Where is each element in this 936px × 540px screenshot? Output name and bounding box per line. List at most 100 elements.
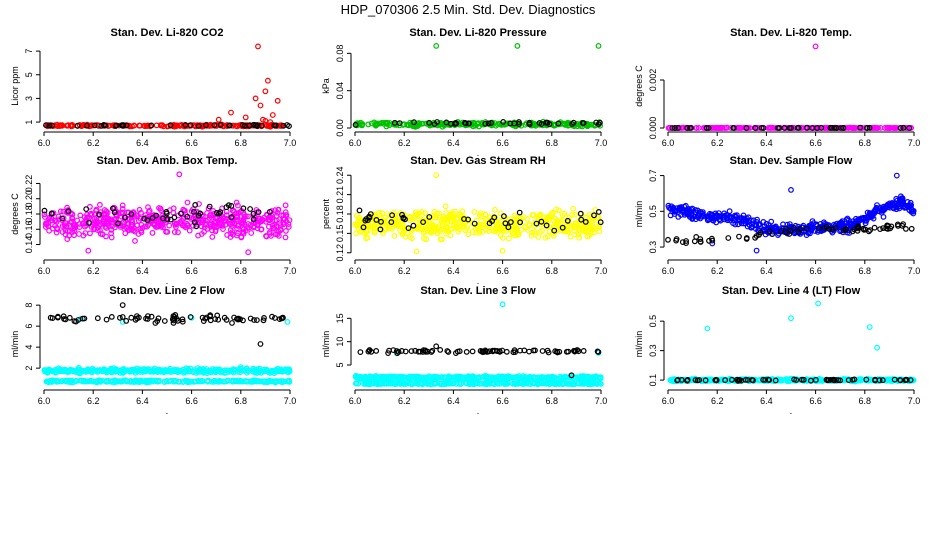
data-point: [908, 225, 915, 232]
data-point: [443, 380, 450, 387]
data-point: [439, 220, 446, 227]
data-point: [488, 374, 495, 381]
x-tick-label: 7.0: [284, 396, 297, 406]
data-point: [511, 220, 517, 227]
data-point: [704, 213, 710, 220]
y-axis-label: kPa: [321, 78, 331, 94]
data-point: [263, 233, 270, 240]
data-point: [586, 381, 593, 388]
data-point: [353, 380, 359, 387]
data-point: [383, 123, 390, 130]
data-point: [120, 219, 127, 226]
data-point: [187, 378, 194, 385]
data-point: [597, 219, 604, 226]
data-point: [234, 202, 241, 209]
y-tick-label: 0.00: [335, 119, 345, 137]
data-point: [415, 348, 422, 355]
y-tick-label: 0.12: [335, 244, 345, 262]
data-point: [158, 223, 165, 230]
data-point: [736, 233, 742, 240]
data-point: [275, 228, 282, 235]
y-tick-label: 7: [24, 49, 34, 54]
y-tick-label: 0.18: [335, 205, 345, 223]
data-point: [59, 215, 66, 222]
data-point: [730, 220, 736, 227]
series-secondary: [41, 201, 273, 230]
data-point: [391, 232, 398, 239]
data-point: [903, 377, 910, 383]
data-point: [589, 219, 595, 226]
data-point: [139, 224, 146, 231]
data-point: [279, 315, 286, 321]
data-point: [186, 227, 193, 234]
data-point: [352, 121, 359, 128]
data-point: [190, 122, 197, 128]
data-point: [799, 376, 805, 383]
data-point: [749, 377, 755, 383]
data-point: [257, 102, 264, 109]
x-tick-label: 6.4: [447, 266, 460, 276]
data-point: [482, 120, 489, 127]
series-primary-low: [43, 377, 293, 386]
data-point: [683, 206, 690, 213]
series-primary: [352, 301, 604, 383]
data-point: [357, 349, 364, 356]
data-point: [702, 377, 709, 384]
data-point: [688, 124, 694, 131]
data-point: [402, 348, 409, 355]
y-tick-label: 10: [335, 337, 345, 347]
data-point: [516, 121, 522, 127]
data-point: [517, 219, 523, 226]
data-point: [880, 207, 887, 214]
y-tick-label: 0.5: [648, 205, 658, 218]
y-tick-label: 0.5: [648, 315, 658, 328]
data-point: [872, 377, 878, 384]
x-axis-label: .: [477, 276, 480, 286]
data-point: [260, 368, 267, 375]
y-tick-label: 1: [24, 120, 34, 125]
data-point: [432, 214, 439, 221]
y-tick-label: 0.14: [24, 236, 34, 254]
data-point: [156, 205, 162, 211]
data-point: [230, 231, 236, 238]
data-point: [45, 379, 51, 385]
data-point: [229, 229, 236, 236]
data-point: [845, 377, 852, 384]
data-point: [419, 381, 425, 387]
data-point: [885, 201, 891, 208]
data-point: [52, 369, 59, 376]
data-point: [424, 348, 431, 355]
data-point: [264, 379, 271, 386]
data-point: [92, 378, 98, 385]
data-point: [856, 216, 863, 223]
series-secondary: [669, 124, 913, 131]
data-point: [250, 216, 257, 223]
data-point: [138, 221, 145, 228]
data-point: [803, 225, 810, 232]
data-point: [77, 377, 84, 384]
series-primary: [41, 314, 293, 377]
data-point: [671, 211, 678, 217]
data-point: [753, 233, 760, 239]
data-point: [512, 349, 519, 356]
x-tick-label: 6.6: [496, 266, 509, 276]
data-point: [211, 222, 218, 229]
data-point: [559, 224, 566, 231]
data-point: [683, 240, 689, 247]
data-point: [356, 207, 363, 214]
data-point: [523, 224, 529, 231]
data-point: [758, 124, 765, 131]
data-point: [170, 123, 177, 130]
data-point: [204, 216, 211, 223]
data-point: [365, 217, 371, 224]
data-point: [544, 220, 550, 227]
data-point: [384, 119, 391, 126]
data-point: [539, 348, 546, 354]
data-point: [858, 377, 864, 384]
data-point: [215, 116, 222, 123]
data-point: [533, 220, 540, 227]
x-tick-label: 6.2: [711, 138, 724, 148]
x-tick-label: 7.0: [595, 396, 608, 406]
data-point: [726, 208, 733, 215]
data-point: [155, 378, 161, 385]
